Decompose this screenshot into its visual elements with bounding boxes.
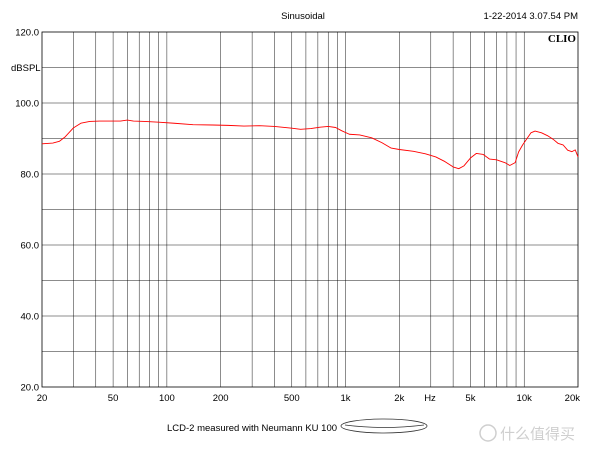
y-tick-label: 80.0 [21, 170, 40, 181]
y-tick-label: 100.0 [15, 99, 39, 110]
legend-swatch [340, 418, 428, 434]
watermark-text: 什么值得买 [500, 425, 575, 443]
y-axis-label: dBSPL [11, 63, 41, 74]
brand-logo: CLIO [548, 33, 577, 45]
x-tick-label: 5k [465, 393, 475, 404]
series-layer [41, 119, 579, 170]
x-tick-label: 200 [213, 393, 229, 404]
watermark-logo-icon [479, 424, 497, 442]
x-tick-label: 2k [394, 393, 404, 404]
timestamp: 1-22-2014 3.07.54 PM [483, 11, 578, 22]
y-tick-label: 60.0 [21, 241, 40, 252]
legend-text: LCD-2 measured with Neumann KU 100 [167, 423, 337, 434]
x-tick-label: 20 [37, 393, 48, 404]
grid [42, 32, 578, 387]
x-tick-label: 1k [341, 393, 351, 404]
series-line [41, 119, 579, 170]
y-tick-label: 20.0 [21, 383, 40, 394]
chart-title: Sinusoidal [281, 11, 325, 22]
watermark: 什么值得买 [479, 424, 575, 443]
x-tick-label: 100 [159, 393, 175, 404]
plot-area-frame [41, 31, 579, 388]
x-tick-label: 10k [517, 393, 533, 404]
x-tick-label: 500 [284, 393, 300, 404]
x-tick-label: 20k [565, 393, 581, 404]
x-tick-label: 50 [108, 393, 119, 404]
tick-labels: 20 50 100 200 500 1k 2k 5k 10k 20k 20.0 40.0 60.0 80.… [15, 28, 580, 405]
y-tick-label: 120.0 [15, 28, 39, 39]
x-axis-label: Hz [424, 393, 436, 404]
y-tick-label: 40.0 [21, 312, 40, 323]
